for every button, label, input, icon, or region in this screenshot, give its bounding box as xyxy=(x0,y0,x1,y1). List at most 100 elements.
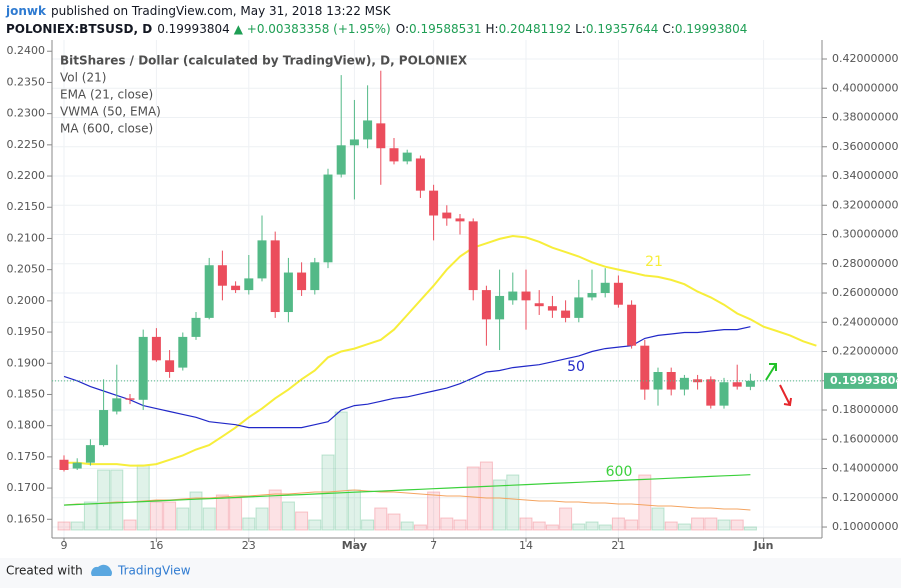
candle-body xyxy=(495,295,505,320)
candle-body xyxy=(389,148,399,162)
x-tick-label: 9 xyxy=(61,539,68,552)
l-value: 0.19357644 xyxy=(586,22,659,36)
x-tick-label: May xyxy=(342,539,367,552)
o-key: O: xyxy=(396,22,409,36)
c-key: C: xyxy=(662,22,674,36)
x-tick-label: Jun xyxy=(753,539,774,552)
volume-bar xyxy=(493,479,507,531)
y2-tick-label: 0.16000000 xyxy=(832,432,898,445)
indicator-label: MA (600, close) xyxy=(60,122,153,136)
last-price-box xyxy=(824,372,897,389)
y2-tick-label: 0.12000000 xyxy=(832,491,898,504)
volume-bar xyxy=(691,517,705,531)
y-tick-label: 0.2300 xyxy=(7,107,46,120)
candle-body xyxy=(415,158,425,191)
volume-bar xyxy=(123,519,137,531)
volume-bar xyxy=(163,501,177,531)
up-arrow xyxy=(765,363,777,381)
volume-bar xyxy=(717,519,731,531)
volume-bar xyxy=(268,489,282,531)
volume-bar xyxy=(361,519,375,531)
candle-body xyxy=(112,398,122,412)
y2-tick-label: 0.14000000 xyxy=(832,462,898,475)
h-value: 0.20481192 xyxy=(499,22,572,36)
last-price-label: 0.19993804 xyxy=(830,374,901,387)
down-arrow xyxy=(779,384,792,407)
candle-body xyxy=(297,272,307,291)
volume-bar xyxy=(519,517,533,531)
header-line: jonwk published on TradingView.com, May 3… xyxy=(5,4,392,18)
candle-body xyxy=(363,120,373,140)
volume-bar xyxy=(255,507,269,531)
candle-body xyxy=(627,304,637,346)
candle-body xyxy=(481,290,491,320)
footer-created: Created with xyxy=(6,564,83,578)
y-tick-label: 0.2150 xyxy=(7,200,46,213)
y-tick-label: 0.1950 xyxy=(7,325,46,338)
y2-tick-label: 0.18000000 xyxy=(832,403,898,416)
plot: 0.10000000 0.12000000 0.14000000 0.16000000… xyxy=(7,40,901,552)
ma-line xyxy=(63,474,751,506)
candle-body xyxy=(442,212,452,219)
candle-body xyxy=(574,297,584,318)
volume-bar xyxy=(387,513,401,531)
c-value: 0.19993804 xyxy=(675,22,748,36)
candle-body xyxy=(600,282,610,294)
y2-tick-label: 0.42000000 xyxy=(832,52,898,65)
candle-body xyxy=(191,317,201,337)
indicator-label: EMA (21, close) xyxy=(60,88,153,102)
y-tick-label: 0.2050 xyxy=(7,263,46,276)
volume-bar xyxy=(242,517,256,531)
candle-body xyxy=(521,291,531,301)
y-tick-label: 0.1800 xyxy=(7,419,46,432)
candle-body xyxy=(283,272,293,313)
candle-body xyxy=(666,372,676,390)
volume-bar xyxy=(479,461,493,531)
volume-bar xyxy=(149,501,163,531)
volume-bar xyxy=(57,521,71,531)
volume-bar xyxy=(440,517,454,531)
y2-tick-label: 0.28000000 xyxy=(832,257,898,270)
volume-bar xyxy=(598,524,612,531)
x-tick-label: 16 xyxy=(149,539,163,552)
candle-body xyxy=(138,336,148,400)
candle-body xyxy=(508,291,518,301)
candle-body xyxy=(231,285,241,291)
footer-bar xyxy=(0,558,901,588)
y2-tick-label: 0.22000000 xyxy=(832,345,898,358)
candle-body xyxy=(310,262,320,291)
candle-body xyxy=(468,221,478,291)
volume-bar xyxy=(506,474,520,531)
volume-bar xyxy=(347,489,361,531)
x-tick-label: 14 xyxy=(519,539,533,552)
candle-body xyxy=(72,462,82,469)
volume-bar xyxy=(229,497,243,531)
x-tick-label: 21 xyxy=(611,539,625,552)
ma-label: 600 xyxy=(606,464,633,480)
candle-body xyxy=(613,282,623,305)
volume-bar xyxy=(308,519,322,531)
volume-bar xyxy=(559,507,573,531)
y-tick-label: 0.1750 xyxy=(7,450,46,463)
volume-bar xyxy=(704,517,718,531)
indicator-label: Vol (21) xyxy=(60,71,106,85)
candle-body xyxy=(151,336,161,361)
symbol: POLONIEX:BTSUSD, D xyxy=(6,22,152,36)
volume-bar xyxy=(136,464,150,531)
y2-tick-label: 0.38000000 xyxy=(832,111,898,124)
change: ▲ +0.00383358 (+1.95%) xyxy=(234,22,391,36)
candle-body xyxy=(719,382,729,406)
ma-label: 21 xyxy=(645,254,663,270)
footer-brand[interactable]: TradingView xyxy=(117,564,191,578)
candle-body xyxy=(732,382,742,387)
volume-bar xyxy=(202,507,216,531)
volume-bar xyxy=(651,507,665,531)
y-tick-label: 0.1650 xyxy=(7,512,46,525)
volume-bar xyxy=(215,494,229,531)
volume-bar xyxy=(176,507,190,531)
candle-body xyxy=(125,398,135,400)
candle-body xyxy=(706,379,716,406)
y2-tick-label: 0.24000000 xyxy=(832,315,898,328)
candle-body xyxy=(85,445,95,463)
candle-body xyxy=(178,336,188,368)
